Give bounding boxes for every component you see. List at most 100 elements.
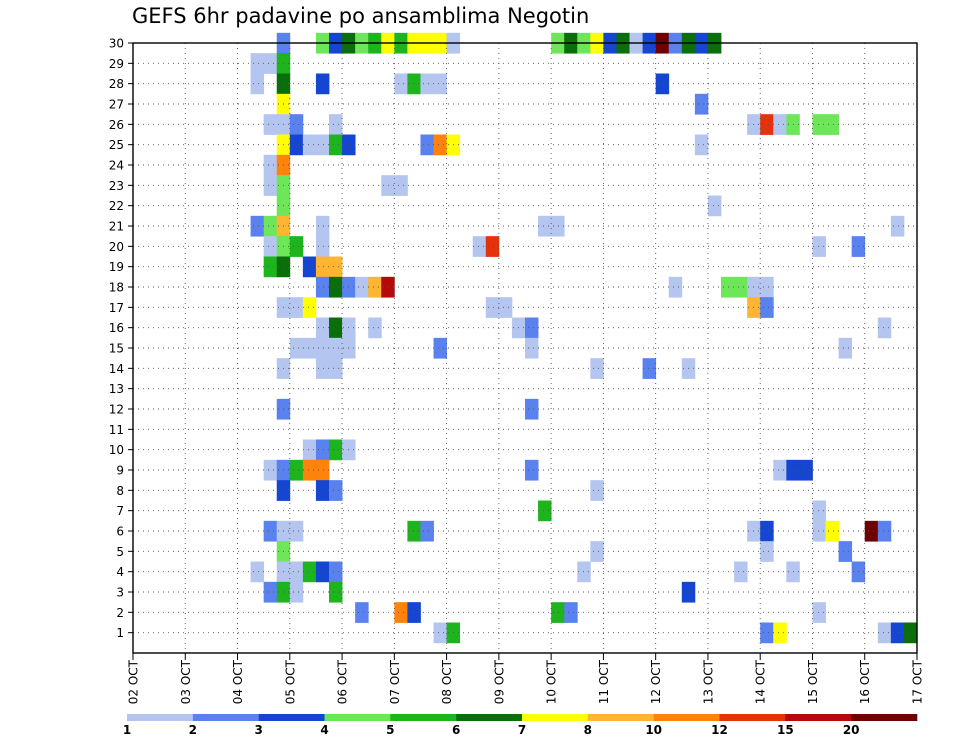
- colorbar-label: 2: [189, 723, 197, 737]
- heatmap-cell: [315, 337, 330, 359]
- heatmap-cell: [315, 439, 330, 461]
- heatmap-cell: [315, 358, 330, 379]
- heatmap-cell: [420, 134, 434, 156]
- heatmap-cell: [864, 520, 879, 542]
- heatmap-cell: [329, 256, 343, 278]
- heatmap-cell: [760, 114, 774, 135]
- heatmap-cell: [903, 622, 918, 644]
- heatmap-cell: [525, 398, 539, 420]
- heatmap-cell: [498, 297, 513, 318]
- heatmap-cell: [877, 317, 892, 339]
- y-tick-label: 9: [116, 464, 124, 478]
- y-tick-label: 26: [109, 118, 124, 132]
- y-tick-label: 12: [109, 403, 124, 417]
- y-tick-label: 21: [109, 220, 124, 234]
- heatmap-cell: [302, 256, 317, 278]
- heatmap-cell: [315, 480, 330, 501]
- heatmap-cell: [263, 154, 278, 176]
- colorbar-segment: [522, 714, 589, 721]
- heatmap-cell: [655, 73, 670, 95]
- heatmap-cell: [315, 256, 330, 278]
- heatmap-cell: [289, 236, 304, 257]
- heatmap-cell: [590, 358, 604, 379]
- heatmap-cell: [799, 459, 813, 481]
- heatmap-cell: [825, 114, 839, 135]
- heatmap-cell: [315, 134, 330, 156]
- heatmap-cell: [355, 602, 369, 623]
- heatmap-cell: [525, 337, 539, 359]
- heatmap-cell: [263, 175, 278, 196]
- heatmap-cell: [407, 73, 421, 95]
- x-tick-label: 06 OCT: [336, 659, 350, 704]
- y-tick-label: 5: [116, 545, 124, 559]
- heatmap-cell: [289, 581, 304, 603]
- heatmap-cell: [263, 53, 278, 74]
- heatmap-cell: [760, 297, 774, 318]
- heatmap-cell: [773, 622, 787, 644]
- x-tick-label: 09 OCT: [492, 659, 506, 704]
- x-tick-label: 17 OCT: [911, 659, 925, 704]
- y-tick-label: 30: [109, 37, 124, 51]
- heatmap-cell: [721, 276, 735, 298]
- heatmap-cell: [302, 561, 317, 583]
- heatmap-cell: [407, 520, 421, 542]
- heatmap-cell: [315, 317, 330, 339]
- heatmap-cell: [812, 602, 826, 623]
- heatmap-cell: [329, 317, 343, 339]
- x-tick-label: 14 OCT: [754, 659, 768, 704]
- heatmap-cell: [812, 236, 826, 257]
- heatmap-cell: [420, 73, 434, 95]
- heatmap-cell: [315, 236, 330, 257]
- heatmap-cell: [302, 439, 317, 461]
- heatmap-cell: [394, 175, 408, 196]
- colorbar-label: 3: [254, 723, 262, 737]
- y-tick-label: 2: [116, 606, 124, 620]
- heatmap-cell: [590, 480, 604, 501]
- heatmap-cell: [250, 53, 265, 74]
- heatmap-cell: [760, 622, 774, 644]
- heatmap-cell: [302, 459, 317, 481]
- heatmap-cell: [525, 317, 539, 339]
- heatmap-cell: [289, 114, 304, 135]
- x-tick-label: 03 OCT: [179, 659, 193, 704]
- y-tick-label: 10: [109, 443, 124, 457]
- heatmap-cell: [315, 215, 330, 237]
- y-tick-label: 17: [109, 301, 124, 315]
- y-tick-label: 24: [109, 159, 124, 173]
- colorbar-segment: [258, 714, 325, 721]
- heatmap-cell: [263, 256, 278, 278]
- heatmap-cell: [263, 236, 278, 257]
- y-tick-label: 28: [109, 77, 124, 91]
- y-tick-label: 25: [109, 138, 124, 152]
- y-tick-label: 18: [109, 281, 124, 295]
- heatmap-cell: [877, 520, 892, 542]
- heatmap-cell: [485, 236, 500, 257]
- heatmap-cell: [368, 276, 382, 298]
- heatmap-cell: [329, 561, 343, 583]
- heatmap-cell: [302, 297, 317, 318]
- heatmap-cell: [250, 215, 265, 237]
- colorbar-label: 7: [518, 723, 526, 737]
- heatmap-cell: [472, 236, 487, 257]
- heatmap-cell: [838, 337, 853, 359]
- x-tick-label: 10 OCT: [545, 659, 559, 704]
- y-tick-label: 19: [109, 260, 124, 274]
- heatmap-cell: [289, 337, 304, 359]
- heatmap-cell: [433, 73, 447, 95]
- heatmap-cell: [329, 134, 343, 156]
- colorbar-label: 8: [584, 723, 592, 737]
- heatmap-cell: [263, 520, 278, 542]
- heatmap-cell: [642, 358, 657, 379]
- y-tick-label: 1: [116, 626, 124, 640]
- colorbar-label: 15: [777, 723, 794, 737]
- heatmap-cell: [825, 520, 839, 542]
- colorbar-segment: [785, 714, 852, 721]
- heatmap-cell: [329, 480, 343, 501]
- heatmap-cell: [485, 297, 500, 318]
- y-tick-label: 22: [109, 199, 124, 213]
- y-tick-label: 7: [116, 504, 124, 518]
- heatmap-cell: [551, 602, 565, 623]
- heatmap-cell: [433, 134, 447, 156]
- heatmap-cell: [355, 276, 369, 298]
